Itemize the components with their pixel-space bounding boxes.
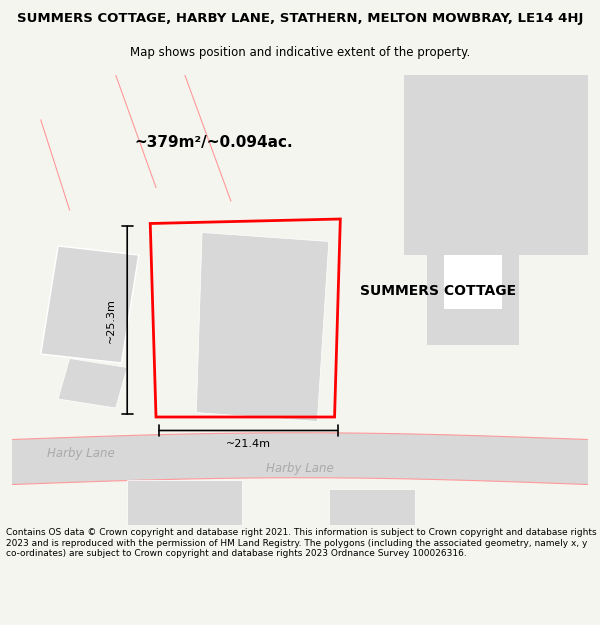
Polygon shape: [329, 489, 415, 525]
Text: Map shows position and indicative extent of the property.: Map shows position and indicative extent…: [130, 46, 470, 59]
Text: Harby Lane: Harby Lane: [47, 446, 115, 459]
Polygon shape: [404, 75, 588, 255]
Text: SUMMERS COTTAGE: SUMMERS COTTAGE: [360, 284, 517, 298]
Polygon shape: [444, 255, 502, 309]
Text: ~21.4m: ~21.4m: [226, 439, 271, 449]
Polygon shape: [427, 255, 519, 345]
Text: Harby Lane: Harby Lane: [266, 462, 334, 475]
Text: ~25.3m: ~25.3m: [106, 298, 116, 343]
Text: ~379m²/~0.094ac.: ~379m²/~0.094ac.: [134, 135, 293, 150]
Polygon shape: [12, 432, 588, 484]
Text: SUMMERS COTTAGE, HARBY LANE, STATHERN, MELTON MOWBRAY, LE14 4HJ: SUMMERS COTTAGE, HARBY LANE, STATHERN, M…: [17, 12, 583, 25]
Polygon shape: [127, 480, 242, 525]
Text: Contains OS data © Crown copyright and database right 2021. This information is : Contains OS data © Crown copyright and d…: [6, 528, 596, 558]
Polygon shape: [196, 232, 329, 421]
Polygon shape: [41, 246, 139, 363]
Polygon shape: [58, 359, 127, 408]
